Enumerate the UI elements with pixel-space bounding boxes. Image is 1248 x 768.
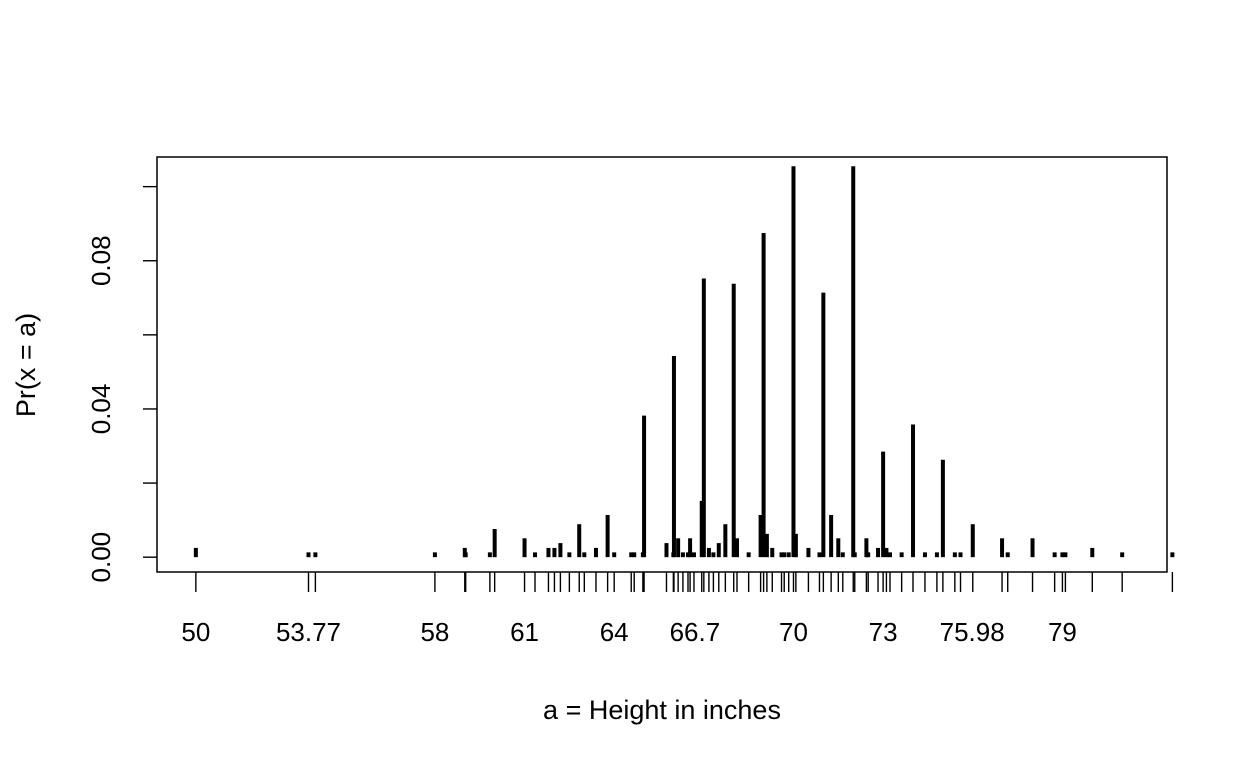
y-axis-title: Pr(x = a) <box>11 313 41 417</box>
y-tick-label: 0.00 <box>86 532 116 583</box>
x-tick-label: 66.7 <box>670 617 721 647</box>
x-tick-label: 75.98 <box>940 617 1005 647</box>
x-tick-label: 61 <box>510 617 539 647</box>
x-tick-label: 50 <box>181 617 210 647</box>
rug-group <box>195 572 1174 592</box>
x-tick-label: 64 <box>600 617 629 647</box>
y-tick-label: 0.08 <box>86 235 116 286</box>
x-tick-label: 53.77 <box>276 617 341 647</box>
plot-frame <box>156 156 1168 573</box>
x-tick-label: 79 <box>1048 617 1077 647</box>
y-axis: 0.00 0.04 0.08 <box>86 185 157 583</box>
x-axis-title: a = Height in inches <box>543 695 781 725</box>
x-tick-label: 73 <box>869 617 898 647</box>
x-tick-label: 70 <box>779 617 808 647</box>
y-tick-label: 0.04 <box>86 384 116 435</box>
x-axis: 50 53.77 58 61 64 66.7 70 73 75.98 79 <box>181 617 1076 647</box>
x-tick-label: 58 <box>420 617 449 647</box>
bars-group <box>193 166 1175 558</box>
